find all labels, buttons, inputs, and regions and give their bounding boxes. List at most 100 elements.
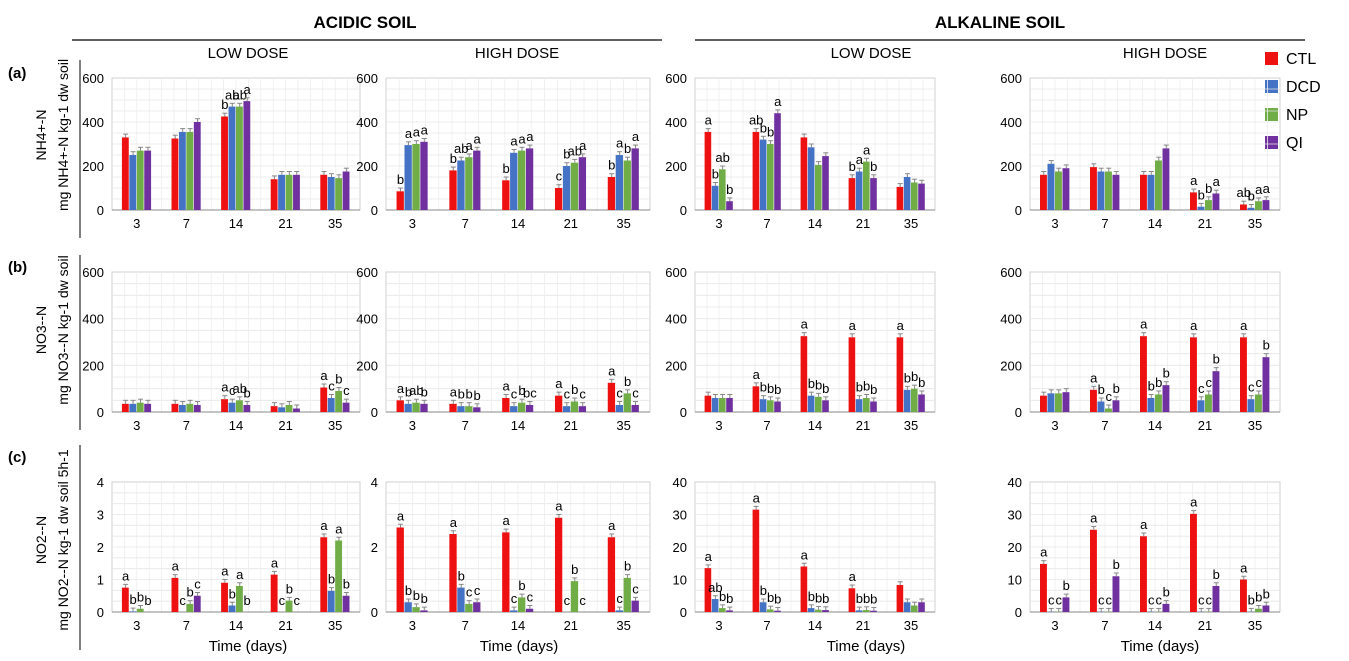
bar-ctl-7	[449, 170, 456, 210]
y-tick-label: 30	[1008, 508, 1022, 523]
x-tick-label: 7	[763, 418, 770, 433]
bar-qi-3	[726, 398, 733, 412]
bar-qi-14	[243, 101, 250, 210]
bar-ctl-35	[897, 337, 904, 412]
x-tick-label: 3	[1051, 216, 1058, 231]
significance-label: b	[767, 125, 774, 140]
significance-label: a	[705, 549, 713, 564]
bar-np-35	[911, 183, 918, 211]
significance-label: b	[726, 182, 733, 197]
bar-ctl-21	[849, 588, 856, 612]
bar-ctl-7	[753, 386, 760, 412]
significance-label: c	[527, 590, 534, 605]
significance-label: c	[1056, 592, 1063, 607]
significance-label: a	[397, 508, 405, 523]
significance-label: a	[1213, 174, 1221, 189]
bar-ctl-14	[221, 583, 228, 612]
bar-qi-21	[870, 402, 877, 413]
bar-np-7	[465, 406, 472, 412]
significance-label: a	[122, 568, 130, 583]
significance-label: b	[870, 591, 877, 606]
significance-label: a	[616, 136, 624, 151]
significance-label: b	[137, 590, 144, 605]
significance-label: a	[579, 138, 587, 153]
bar-np-14	[236, 586, 243, 612]
significance-label: c	[579, 387, 586, 402]
x-tick-label: 3	[715, 618, 722, 633]
significance-label: c	[1198, 592, 1205, 607]
significance-label: b	[1255, 590, 1262, 605]
bar-qi-21	[579, 406, 586, 412]
bar-dcd-21	[278, 175, 285, 210]
significance-label: b	[911, 369, 918, 384]
bar-qi-21	[579, 157, 586, 210]
legend-swatch-np	[1265, 108, 1278, 121]
significance-label: b	[774, 382, 781, 397]
bar-ctl-7	[753, 510, 760, 612]
bar-qi-35	[343, 403, 350, 412]
significance-label: b	[473, 388, 480, 403]
y-tick-label: 0	[1015, 405, 1022, 420]
y-tick-label: 0	[680, 605, 687, 620]
significance-label: ab	[715, 150, 729, 165]
x-tick-label: 7	[462, 418, 469, 433]
significance-label: b	[229, 586, 236, 601]
y-tick-label: 2	[371, 540, 378, 555]
xlabel-col-3: Time (days)	[1121, 638, 1200, 655]
x-tick-label: 14	[808, 418, 822, 433]
bar-qi-14	[526, 148, 533, 210]
bar-ctl-35	[320, 388, 327, 413]
bar-ctl-3	[397, 528, 404, 613]
bar-qi-21	[293, 175, 300, 210]
bar-qi-14	[526, 405, 533, 412]
alkaline-soil-title: ALKALINE SOIL	[935, 13, 1065, 32]
bar-np-7	[186, 132, 193, 210]
xlabel-col-2: Time (days)	[827, 638, 906, 655]
x-tick-label: 7	[1101, 618, 1108, 633]
bar-np-35	[624, 393, 631, 412]
x-tick-label: 21	[278, 618, 292, 633]
legend-swatch-qi	[1265, 136, 1278, 149]
y-tick-label: 200	[356, 159, 378, 174]
significance-label: b	[518, 578, 525, 593]
bar-qi-7	[473, 602, 480, 612]
acidic-soil-title: ACIDIC SOIL	[314, 13, 417, 32]
significance-label: a	[221, 380, 229, 395]
significance-label: b	[328, 572, 335, 587]
bar-np-3	[719, 398, 726, 412]
y-tick-label: 1	[97, 573, 104, 588]
bar-ctl-14	[801, 567, 808, 613]
significance-label: b	[1098, 382, 1105, 397]
bar-qi-14	[1163, 148, 1170, 210]
y-tick-label: 200	[82, 159, 104, 174]
bar-dcd-7	[1098, 402, 1105, 413]
significance-label: b	[397, 172, 404, 187]
bar-np-21	[286, 405, 293, 412]
bar-np-14	[236, 400, 243, 412]
significance-label: a	[1140, 317, 1148, 332]
x-tick-label: 35	[1248, 418, 1262, 433]
bar-ctl-21	[555, 188, 562, 210]
significance-label: c	[616, 386, 623, 401]
significance-label: b	[719, 589, 726, 604]
bar-ctl-35	[897, 585, 904, 612]
significance-label: b	[849, 159, 856, 174]
bar-np-35	[335, 391, 342, 412]
y-tick-label: 600	[1000, 265, 1022, 280]
legend: CTL DCD NP QI	[1265, 51, 1321, 152]
svg-text:NO3--N: NO3--N	[33, 306, 49, 354]
x-tick-label: 14	[511, 216, 525, 231]
significance-label: b	[870, 382, 877, 397]
x-tick-label: 3	[409, 618, 416, 633]
x-tick-label: 3	[409, 216, 416, 231]
row-label-c: (c)	[8, 449, 26, 466]
bar-dcd-14	[808, 147, 815, 210]
x-tick-label: 3	[1051, 418, 1058, 433]
bar-ctl-35	[320, 175, 327, 210]
significance-label: b	[815, 590, 822, 605]
significance-label: c	[1198, 381, 1205, 396]
significance-label: b	[421, 591, 428, 606]
significance-label: b	[904, 370, 911, 385]
